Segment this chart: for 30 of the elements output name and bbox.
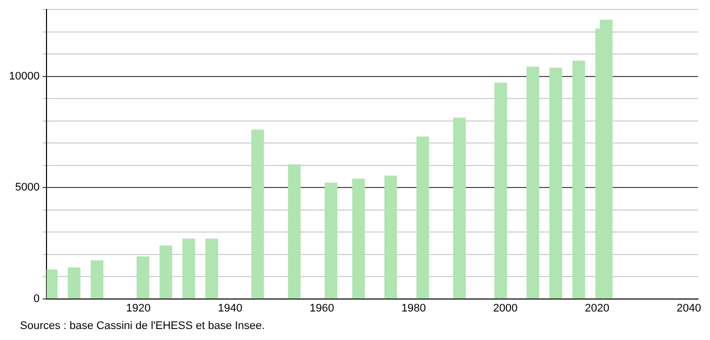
bar: [549, 68, 562, 299]
source-note: Sources : base Cassini de l'EHESS et base Insee.: [20, 320, 265, 332]
x-tick-label: 1920: [126, 302, 151, 314]
bar: [526, 66, 540, 299]
y-tick-label: 0: [33, 292, 40, 305]
bar: [68, 268, 80, 299]
bar: [46, 270, 58, 299]
bar: [205, 238, 218, 299]
x-tick-label: 2040: [676, 302, 702, 314]
y-tick-label: 10000: [8, 70, 40, 82]
bar: [600, 20, 613, 299]
bar: [352, 178, 365, 299]
x-tick-label: 1960: [310, 302, 334, 314]
bar: [384, 176, 397, 299]
x-tick-label: 1940: [218, 302, 242, 314]
bar: [453, 118, 466, 299]
x-tick-label: 2020: [584, 302, 610, 314]
bar: [416, 136, 430, 299]
bar: [136, 256, 150, 299]
bar: [572, 60, 586, 299]
bar: [90, 260, 104, 299]
bar: [288, 164, 301, 299]
bar: [324, 182, 338, 299]
bar: [494, 82, 508, 299]
x-tick-label: 1980: [401, 302, 426, 314]
y-tick-label: 5000: [15, 182, 40, 194]
bar: [251, 130, 264, 299]
x-tick-label: 2000: [493, 302, 518, 314]
bar: [160, 246, 172, 299]
bar: [182, 238, 196, 299]
